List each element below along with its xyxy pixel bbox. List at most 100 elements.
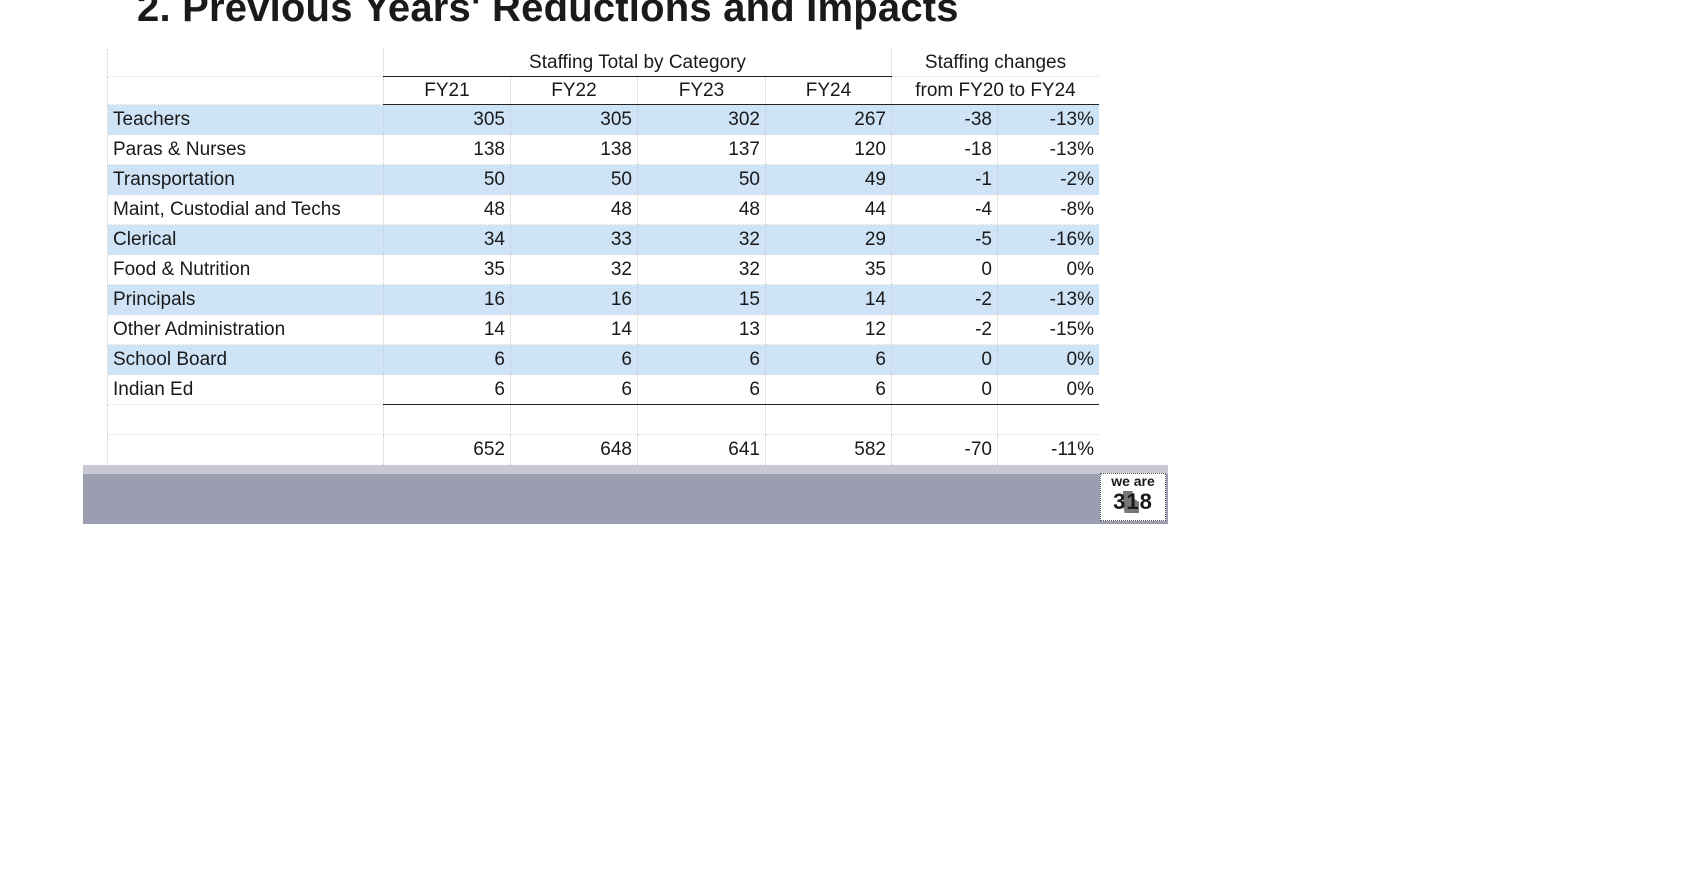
cell-value: 48 <box>637 194 766 225</box>
row-label: Principals <box>107 284 384 315</box>
cell-value: 302 <box>637 104 766 135</box>
cell-value: 48 <box>510 194 638 225</box>
cell-value: 138 <box>383 134 511 165</box>
total-value: 652 <box>383 434 511 466</box>
row-label: Teachers <box>107 104 384 135</box>
cell-value: 32 <box>637 224 766 255</box>
cell-value: 0 <box>891 344 998 375</box>
cell-value: 50 <box>510 164 638 195</box>
row-label: Paras & Nurses <box>107 134 384 165</box>
cell-value: 0 <box>891 374 998 405</box>
row-label: Maint, Custodial and Techs <box>107 194 384 225</box>
table-row: Other Administration 14 14 13 12 -2 -15% <box>107 314 1099 345</box>
header-row-1: Staffing Total by Category Staffing chan… <box>107 49 1099 77</box>
cell-value: 16 <box>510 284 638 315</box>
cell-value: -5 <box>891 224 998 255</box>
cell-value: 0% <box>997 374 1099 405</box>
cell-value: 120 <box>765 134 892 165</box>
row-label: Other Administration <box>107 314 384 345</box>
cell-value: 34 <box>383 224 511 255</box>
cell-value: -2 <box>891 314 998 345</box>
row-label: Clerical <box>107 224 384 255</box>
cell-value: 32 <box>637 254 766 285</box>
spacer-row <box>107 404 1099 435</box>
cell-value: 13 <box>637 314 766 345</box>
cell-value: 138 <box>510 134 638 165</box>
table-row: School Board 6 6 6 6 0 0% <box>107 344 1099 375</box>
page-title: 2. Previous Years' Reductions and Impact… <box>137 0 959 30</box>
cell-value: 6 <box>637 344 766 375</box>
we-are-318-logo: we are 318 <box>1100 473 1166 521</box>
cell-value: -13% <box>997 104 1099 135</box>
total-value: 648 <box>510 434 638 466</box>
cell-value: 6 <box>383 374 511 405</box>
row-label: Transportation <box>107 164 384 195</box>
year-header: FY22 <box>510 76 638 105</box>
cell-value: 6 <box>510 374 638 405</box>
year-header: FY23 <box>637 76 766 105</box>
year-header: FY21 <box>383 76 511 105</box>
cell-value: 6 <box>383 344 511 375</box>
cell-value: 12 <box>765 314 892 345</box>
cell-value: 14 <box>765 284 892 315</box>
cell-value: -15% <box>997 314 1099 345</box>
cell-value: 0% <box>997 254 1099 285</box>
cell-value: -13% <box>997 134 1099 165</box>
cell-value: 0% <box>997 344 1099 375</box>
year-header: FY24 <box>765 76 892 105</box>
staffing-table: Staffing Total by Category Staffing chan… <box>107 49 1099 466</box>
cell-value: -1 <box>891 164 998 195</box>
total-value: -11% <box>997 434 1099 466</box>
cell-value: -4 <box>891 194 998 225</box>
cell-value: 35 <box>765 254 892 285</box>
cell-value: 6 <box>765 374 892 405</box>
cell-value: 35 <box>383 254 511 285</box>
cell-value: -38 <box>891 104 998 135</box>
header-row-2: FY21 FY22 FY23 FY24 from FY20 to FY24 <box>107 76 1099 105</box>
total-value: -70 <box>891 434 998 466</box>
row-label: Indian Ed <box>107 374 384 405</box>
cell-value: 50 <box>383 164 511 195</box>
table-row: Paras & Nurses 138 138 137 120 -18 -13% <box>107 134 1099 165</box>
cell-value: -16% <box>997 224 1099 255</box>
group-header: Staffing Total by Category <box>383 49 892 77</box>
cell-value: 32 <box>510 254 638 285</box>
cell-value: 14 <box>383 314 511 345</box>
cell-value: -2 <box>891 284 998 315</box>
table-row: Indian Ed 6 6 6 6 0 0% <box>107 374 1099 405</box>
cell-value: 6 <box>510 344 638 375</box>
cell-value: 16 <box>383 284 511 315</box>
change-header-1: Staffing changes <box>891 49 1099 77</box>
cell-value: 305 <box>383 104 511 135</box>
cell-value: 44 <box>765 194 892 225</box>
cell-value: 305 <box>510 104 638 135</box>
total-value: 582 <box>765 434 892 466</box>
cell-value: 6 <box>765 344 892 375</box>
table-row: Maint, Custodial and Techs 48 48 48 44 -4 -8% <box>107 194 1099 225</box>
table-row: Teachers 305 305 302 267 -38 -13% <box>107 104 1099 135</box>
total-value: 641 <box>637 434 766 466</box>
total-row: 652 648 641 582 -70 -11% <box>107 434 1099 466</box>
cell-value: 137 <box>637 134 766 165</box>
cell-value: 33 <box>510 224 638 255</box>
cell-value: -2% <box>997 164 1099 195</box>
cell-value: -13% <box>997 284 1099 315</box>
table-row: Transportation 50 50 50 49 -1 -2% <box>107 164 1099 195</box>
table-row: Food & Nutrition 35 32 32 35 0 0% <box>107 254 1099 285</box>
cell-value: -8% <box>997 194 1099 225</box>
cell-value: 29 <box>765 224 892 255</box>
cell-value: 6 <box>637 374 766 405</box>
cell-value: 267 <box>765 104 892 135</box>
cell-value: 48 <box>383 194 511 225</box>
cell-value: 15 <box>637 284 766 315</box>
cell-value: 14 <box>510 314 638 345</box>
row-label: School Board <box>107 344 384 375</box>
row-label: Food & Nutrition <box>107 254 384 285</box>
cell-value: -18 <box>891 134 998 165</box>
table-row: Clerical 34 33 32 29 -5 -16% <box>107 224 1099 255</box>
change-header-2: from FY20 to FY24 <box>891 76 1099 105</box>
cell-value: 49 <box>765 164 892 195</box>
table-row: Principals 16 16 15 14 -2 -13% <box>107 284 1099 315</box>
footer-bar <box>83 465 1168 524</box>
cell-value: 0 <box>891 254 998 285</box>
